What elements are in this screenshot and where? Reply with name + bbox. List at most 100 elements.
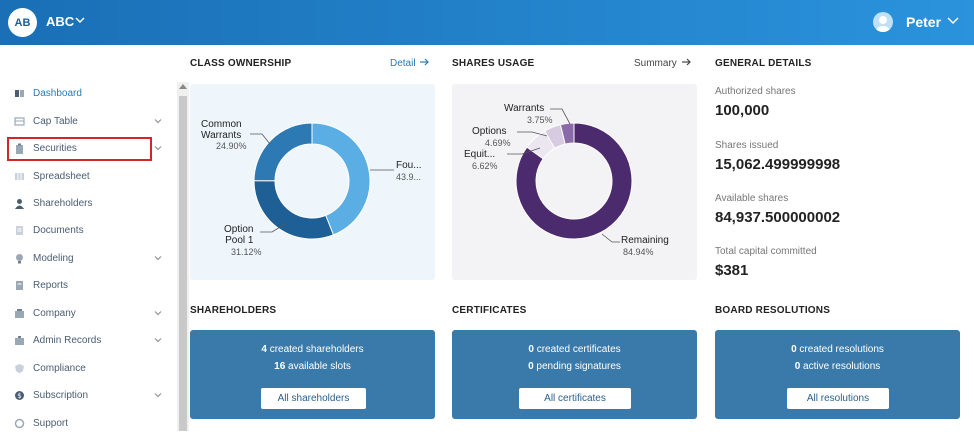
shares-usage-panel: Warrants 3.75% Options 4.69% Equit... 6.… — [452, 84, 697, 280]
sidebar-item-cap-table[interactable]: Cap Table — [0, 110, 172, 132]
pending-signatures-text: 0 pending signatures — [528, 361, 621, 372]
warrants-pct: 3.75% — [527, 115, 553, 125]
chevron-down-icon[interactable] — [154, 391, 162, 399]
sidebar-item-shareholders[interactable]: Shareholders — [0, 192, 172, 214]
sidebar-item-dashboard[interactable]: Dashboard — [0, 82, 172, 104]
total-capital-value: $381 — [715, 262, 749, 279]
board-resolutions-card: 0 created resolutions 0 active resolutio… — [715, 330, 960, 419]
shares-issued-value: 15,062.499999998 — [715, 156, 841, 173]
sidebar-item-documents[interactable]: Documents — [0, 219, 172, 241]
spreadsheet-icon — [15, 172, 24, 180]
cap-table-icon — [14, 116, 25, 126]
class-ownership-title: CLASS OWNERSHIP — [190, 58, 292, 69]
class-ownership-slice-0[interactable] — [311, 122, 371, 236]
founders-label: Fou... — [396, 160, 422, 171]
shares-usage-title: SHARES USAGE — [452, 58, 535, 69]
scroll-up-arrow-icon[interactable] — [179, 84, 187, 89]
sidebar-item-spreadsheet[interactable]: Spreadsheet — [0, 165, 172, 187]
certificates-card: 0 created certificates 0 pending signatu… — [452, 330, 697, 419]
chevron-down-icon[interactable] — [75, 15, 85, 25]
options-label: Options — [472, 126, 507, 137]
sidebar-item-company[interactable]: Company — [0, 302, 172, 324]
arrow-right-icon — [681, 58, 691, 66]
options-pct: 4.69% — [485, 138, 511, 148]
founders-pct: 43.9... — [396, 172, 422, 182]
summary-link[interactable]: Summary — [634, 58, 692, 69]
chevron-down-icon[interactable] — [154, 309, 162, 317]
all-certificates-button[interactable]: All certificates — [519, 388, 631, 409]
sidebar-item-reports[interactable]: Reports — [0, 274, 172, 296]
chevron-down-icon[interactable] — [154, 254, 162, 262]
all-shareholders-button[interactable]: All shareholders — [261, 388, 366, 409]
user-name[interactable]: Peter — [906, 14, 942, 30]
remaining-label: Remaining — [621, 235, 669, 246]
sidebar-item-label: Documents — [33, 224, 84, 236]
svg-text:$: $ — [17, 392, 21, 400]
equity-label: Equit... — [464, 149, 496, 160]
sidebar-item-compliance[interactable]: Compliance — [0, 357, 172, 379]
class-ownership-donut-chart[interactable] — [190, 84, 435, 280]
sidebar-item-support[interactable]: Support — [0, 412, 172, 434]
sidebar-item-subscription[interactable]: $ Subscription — [0, 384, 172, 406]
sidebar-item-label: Shareholders — [33, 197, 93, 209]
authorized-shares-label: Authorized shares — [715, 86, 796, 97]
chevron-down-icon[interactable] — [154, 144, 162, 152]
options-leader-line — [517, 131, 548, 137]
available-slots-text: 16 available slots — [274, 361, 351, 372]
created-resolutions-text: 0 created resolutions — [791, 344, 884, 355]
shares-usage-slice-0[interactable] — [515, 122, 633, 240]
class-ownership-slice-2[interactable] — [253, 122, 313, 182]
all-resolutions-button[interactable]: All resolutions — [787, 388, 889, 409]
chevron-down-icon[interactable] — [154, 117, 162, 125]
shield-icon — [15, 363, 24, 373]
sidebar-item-admin-records[interactable]: Admin Records — [0, 329, 172, 351]
available-shares-value: 84,937.500000002 — [715, 209, 841, 226]
reports-icon — [16, 280, 23, 290]
option-pool-leader-line — [260, 223, 286, 233]
company-name[interactable]: ABC — [46, 14, 75, 29]
authorized-shares-value: 100,000 — [715, 102, 770, 119]
sidebar-item-label: Dashboard — [33, 87, 82, 99]
chevron-down-icon[interactable] — [947, 15, 959, 25]
remaining-pct: 84.94% — [623, 247, 654, 257]
chevron-down-icon[interactable] — [154, 336, 162, 344]
common-warrants-label: Common Warrants — [201, 119, 242, 141]
clipboard-icon — [16, 143, 23, 154]
shares-usage-slice-3[interactable] — [559, 122, 575, 145]
equity-pct: 6.62% — [472, 161, 498, 171]
detail-link[interactable]: Detail — [390, 58, 430, 69]
sidebar-item-label: Support — [33, 417, 69, 429]
user-avatar-icon[interactable] — [873, 12, 893, 32]
option-pool-pct: 31.12% — [231, 247, 262, 257]
arrow-right-icon — [420, 58, 430, 66]
dollar-icon: $ — [15, 390, 24, 400]
available-shares-label: Available shares — [715, 193, 789, 204]
person-icon — [15, 198, 24, 209]
general-details-title: GENERAL DETAILS — [715, 58, 812, 69]
support-icon — [14, 418, 25, 428]
sidebar-item-label: Compliance — [33, 362, 86, 374]
admin-records-icon — [15, 335, 24, 345]
scrollbar-thumb[interactable] — [179, 96, 187, 431]
total-capital-label: Total capital committed — [715, 246, 817, 257]
sidebar-item-securities[interactable]: Securities — [0, 137, 172, 159]
sidebar-item-modeling[interactable]: Modeling — [0, 247, 172, 269]
company-avatar[interactable]: AB — [8, 8, 37, 37]
building-icon — [15, 308, 24, 318]
class-ownership-slice-1[interactable] — [253, 180, 335, 240]
top-bar: AB ABC Peter — [0, 0, 974, 45]
class-ownership-panel: Common Warrants 24.90% Fou... 43.9... Op… — [190, 84, 435, 280]
shares-issued-label: Shares issued — [715, 140, 779, 151]
sidebar-item-label: Admin Records — [33, 334, 102, 346]
sidebar-item-label: Securities — [33, 142, 77, 154]
lightbulb-icon — [16, 253, 23, 263]
sidebar-item-label: Modeling — [33, 252, 74, 264]
common-warrants-pct: 24.90% — [216, 141, 247, 151]
created-shareholders-text: 4 created shareholders — [261, 344, 364, 355]
equity-leader-line — [507, 147, 541, 155]
shares-usage-donut-chart[interactable] — [452, 84, 697, 280]
sidebar-item-label: Company — [33, 307, 76, 319]
warrants-label: Warrants — [504, 103, 545, 114]
remaining-leader-line — [601, 233, 620, 243]
sidebar — [0, 45, 188, 431]
